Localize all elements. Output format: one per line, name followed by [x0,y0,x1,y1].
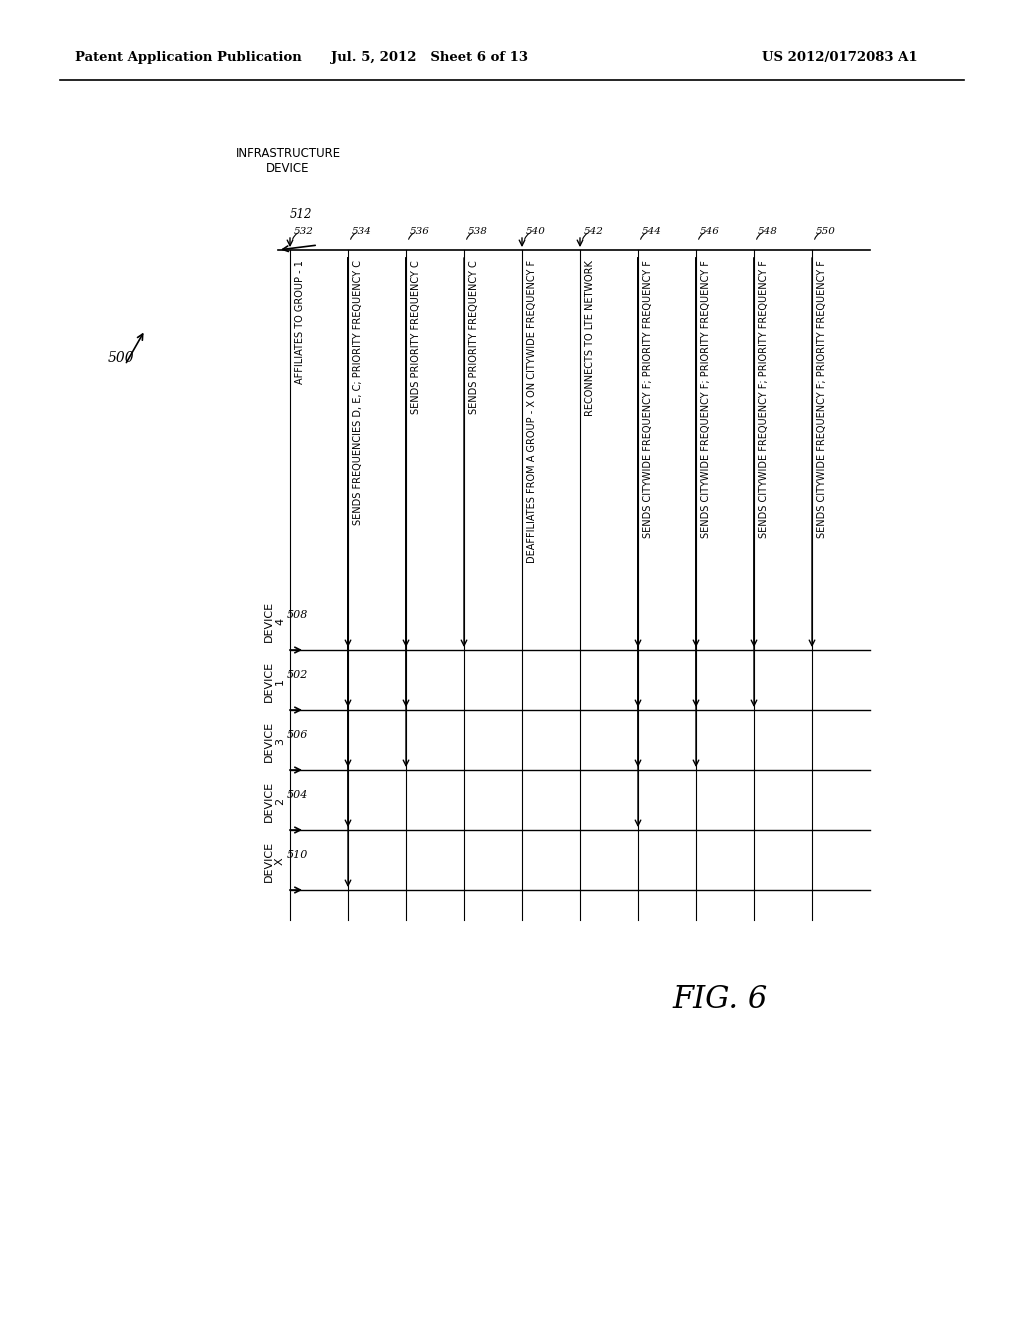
Text: DEVICE
4: DEVICE 4 [263,601,285,642]
Text: 550: 550 [816,227,836,236]
Text: 540: 540 [526,227,546,236]
Text: 500: 500 [108,351,134,366]
Text: 512: 512 [290,209,312,222]
Text: 538: 538 [468,227,487,236]
Text: SENDS CITYWIDE FREQUENCY F; PRIORITY FREQUENCY F: SENDS CITYWIDE FREQUENCY F; PRIORITY FRE… [759,260,769,537]
Text: DEVICE
X: DEVICE X [263,841,285,882]
Text: Jul. 5, 2012   Sheet 6 of 13: Jul. 5, 2012 Sheet 6 of 13 [332,51,528,65]
Text: AFFILIATES TO GROUP - 1: AFFILIATES TO GROUP - 1 [295,260,305,384]
Text: FIG. 6: FIG. 6 [673,985,768,1015]
Text: SENDS CITYWIDE FREQUENCY F; PRIORITY FREQUENCY F: SENDS CITYWIDE FREQUENCY F; PRIORITY FRE… [643,260,653,537]
Text: 532: 532 [294,227,314,236]
Text: SENDS FREQUENCIES D, E, C; PRIORITY FREQUENCY C: SENDS FREQUENCIES D, E, C; PRIORITY FREQ… [353,260,362,525]
Text: DEVICE
1: DEVICE 1 [263,661,285,702]
Text: 546: 546 [700,227,720,236]
Text: 534: 534 [352,227,372,236]
Text: DEVICE
3: DEVICE 3 [263,721,285,762]
Text: SENDS PRIORITY FREQUENCY C: SENDS PRIORITY FREQUENCY C [411,260,421,413]
Text: US 2012/0172083 A1: US 2012/0172083 A1 [762,51,918,65]
Text: 548: 548 [758,227,778,236]
Text: 506: 506 [287,730,308,741]
Text: INFRASTRUCTURE
DEVICE: INFRASTRUCTURE DEVICE [236,147,341,176]
Text: SENDS PRIORITY FREQUENCY C: SENDS PRIORITY FREQUENCY C [469,260,479,413]
Text: DEVICE
2: DEVICE 2 [263,781,285,822]
Text: 536: 536 [410,227,430,236]
Text: 510: 510 [287,850,308,861]
Text: Patent Application Publication: Patent Application Publication [75,51,302,65]
Text: SENDS CITYWIDE FREQUENCY F; PRIORITY FREQUENCY F: SENDS CITYWIDE FREQUENCY F; PRIORITY FRE… [817,260,827,537]
Text: DEAFFILIATES FROM A GROUP - X ON CITYWIDE FREQUENCY F: DEAFFILIATES FROM A GROUP - X ON CITYWID… [527,260,537,564]
Text: 504: 504 [287,789,308,800]
Text: 508: 508 [287,610,308,620]
Text: RECONNECTS TO LTE NETWORK: RECONNECTS TO LTE NETWORK [585,260,595,416]
Text: 542: 542 [584,227,604,236]
Text: SENDS CITYWIDE FREQUENCY F; PRIORITY FREQUENCY F: SENDS CITYWIDE FREQUENCY F; PRIORITY FRE… [701,260,711,537]
Text: 502: 502 [287,671,308,680]
Text: 544: 544 [642,227,662,236]
